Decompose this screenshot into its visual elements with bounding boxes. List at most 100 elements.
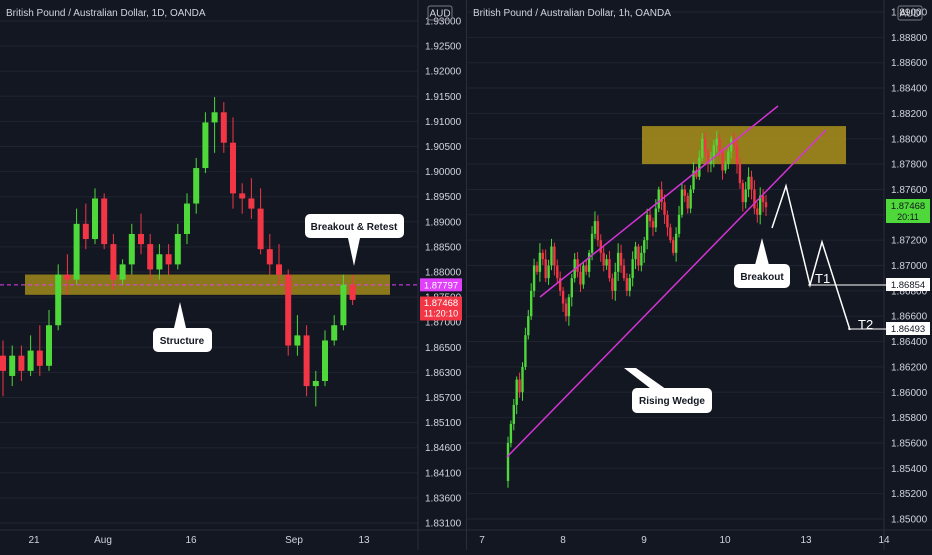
right-candle-body [614,271,617,291]
left-candle-body [285,274,292,346]
left-price-tick: 1.92000 [425,67,462,78]
left-chart-title: British Pound / Australian Dollar, 1D, O… [6,8,206,19]
right-candle [648,207,652,228]
right-candle [712,139,716,168]
left-price-axis[interactable]: 1.93000 1.92500 1.92000 1.91500 1.91000 1.905… [425,17,462,530]
left-price-tick: 1.90500 [425,142,462,153]
right-chart-panel[interactable]: T1 T2 Breakout Rising Wedge British Poun… [467,0,932,550]
right-candle [582,261,585,289]
right-candle [515,376,518,415]
left-price-tick: 1.86500 [425,343,462,354]
wedge-lower-line [506,129,827,458]
left-candle [64,254,71,295]
right-candle [524,327,527,371]
left-candle [156,244,163,280]
right-candle [756,202,759,223]
right-candle [651,217,655,237]
right-candle-body [660,189,663,203]
right-candle-body [750,176,753,190]
right-price-tick: 1.86000 [891,388,928,399]
right-last-price-tag-bg [886,199,930,223]
right-candle [674,227,678,262]
right-candle [538,243,542,282]
callout-breakout-retest-text: Breakout & Retest [311,222,398,233]
right-candle [544,249,547,283]
right-candle [506,436,510,488]
right-price-tick: 1.85200 [891,489,928,500]
right-candle-body [692,170,695,190]
right-candle-body [558,278,562,291]
right-candle-body [509,423,513,443]
right-currency-badge[interactable]: AUD [897,5,923,21]
right-candle [640,245,643,272]
right-candle [625,273,629,297]
right-candle [585,259,588,276]
left-candle [220,102,227,153]
right-candle-body [529,290,533,317]
left-price-tick: 1.89500 [425,192,462,203]
right-price-tick: 1.88000 [891,134,928,145]
right-candle-body [605,259,608,266]
left-currency-badge-text: AUD [429,9,450,20]
right-candle-body [556,265,559,279]
right-candle [730,135,733,159]
right-candle-body [686,195,689,209]
left-candle-body [257,208,264,250]
right-time-tick: 9 [641,535,647,546]
right-candle-body [640,252,643,266]
right-candle [643,236,646,263]
left-candle-body [36,350,43,366]
right-price-tick: 1.88200 [891,109,928,120]
right-candle-body [753,189,756,209]
left-candle-body [239,193,246,199]
right-candle [564,298,568,322]
right-price-tick: 1.88800 [891,33,928,44]
right-candle [741,179,745,212]
left-candle-body [119,264,126,280]
left-candle-body [322,340,328,382]
right-candle [622,258,626,281]
right-price-axis[interactable]: 1.89000 1.88800 1.88600 1.88400 1.88200 1.880… [891,8,928,526]
left-candle [18,345,25,382]
left-candle [82,203,89,250]
left-candle-body [110,244,117,280]
left-time-axis[interactable]: 21 Aug 16 Sep 13 [28,535,370,546]
left-candle-body [331,325,338,341]
right-last-price-value: 1.87468 [891,201,925,212]
left-candle-body [147,244,154,270]
left-candle-body [156,254,163,270]
left-candle [211,97,218,153]
left-candle [331,315,338,346]
left-candle [119,259,126,285]
right-candle [695,166,698,180]
right-grid [467,11,884,520]
left-price-tick: 1.85100 [425,418,462,429]
right-candle [703,132,707,158]
right-candle [724,160,727,174]
right-time-axis[interactable]: 7 8 9 10 13 14 [479,535,890,546]
left-candle-body [230,142,236,194]
right-candle [721,148,724,180]
right-candle-body [506,442,510,481]
right-candle [761,189,765,213]
left-currency-badge[interactable]: AUD [427,5,453,21]
right-candle-body [637,246,640,266]
left-candle [27,335,34,376]
right-price-tick: 1.85000 [891,515,928,526]
left-chart-panel[interactable]: Breakout & Retest Structure British Poun… [0,0,466,550]
right-candle [518,372,521,398]
right-candle [553,242,556,276]
right-candle-body [619,252,623,266]
right-candle [587,249,591,278]
right-candle-body [672,240,675,253]
right-price-tick: 1.86400 [891,337,928,348]
right-candle [657,186,660,213]
right-countdown-value: 20:11 [897,212,919,222]
right-candle-body [683,189,687,196]
right-candle [605,254,608,270]
right-candle [529,283,533,320]
left-reference-price-tag-bg [420,278,462,292]
right-candle-body [715,138,718,146]
left-candle-body [9,355,16,376]
